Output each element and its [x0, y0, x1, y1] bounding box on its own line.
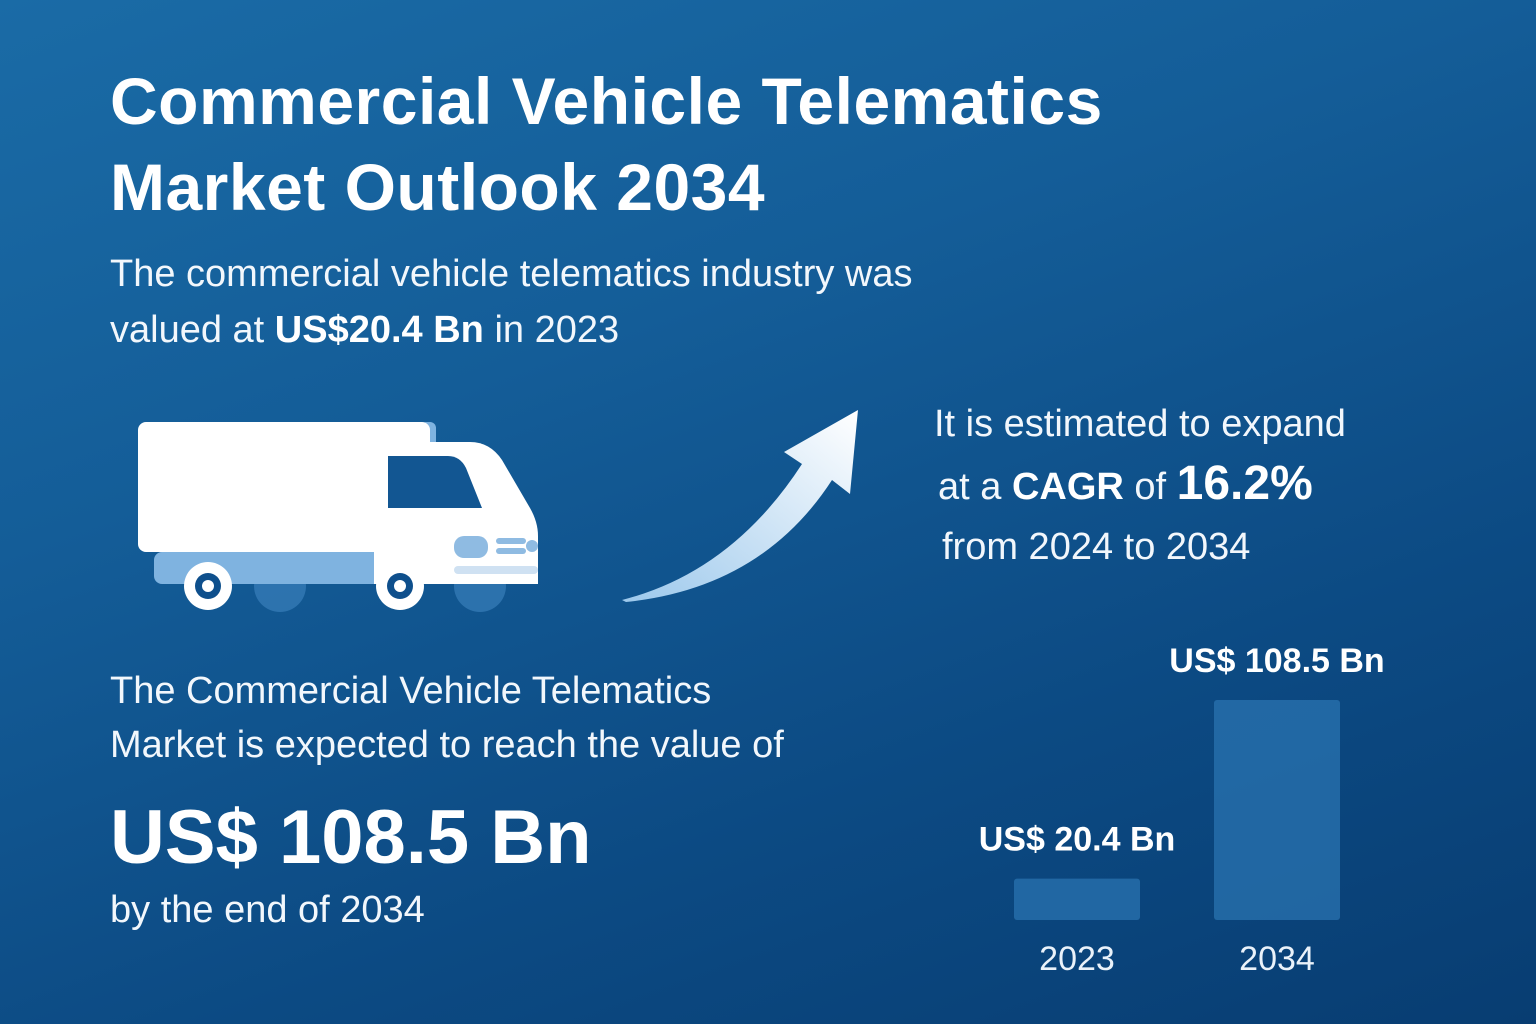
intro-line-1: The commercial vehicle telematics indust…	[110, 253, 913, 295]
cagr-pre: at a	[938, 466, 1012, 508]
title-line-1: Commercial Vehicle Telematics	[110, 64, 1103, 138]
bar-chart: US$ 20.4 Bn 2023 US$ 108.5 Bn 2034	[979, 642, 1385, 978]
title-line-2: Market Outlook 2034	[110, 150, 766, 224]
bar-2023	[1014, 878, 1140, 920]
data-label-2023: US$ 20.4 Bn	[979, 821, 1176, 859]
forecast-line-2: Market is expected to reach the value of	[110, 724, 784, 766]
cagr-line-2: at a CAGR of 16.2%	[934, 454, 1494, 517]
x-tick-2034: 2034	[1239, 940, 1315, 978]
intro-text: The commercial vehicle telematics indust…	[110, 246, 1210, 358]
forecast-text: The Commercial Vehicle Telematics Market…	[110, 664, 970, 772]
truck-icon	[138, 422, 538, 612]
intro-line-2: valued at US$20.4 Bn in 2023	[110, 302, 1210, 358]
forecast-line-1: The Commercial Vehicle Telematics	[110, 670, 712, 712]
bar-2034	[1214, 700, 1340, 920]
data-label-2034: US$ 108.5 Bn	[1169, 642, 1384, 680]
forecast-value: US$ 108.5 Bn	[110, 795, 592, 880]
growth-arrow-icon	[622, 410, 858, 602]
forecast-line-3: by the end of 2034	[110, 889, 425, 931]
cagr-label: CAGR	[1011, 466, 1124, 508]
cagr-line-1: It is estimated to expand	[934, 403, 1346, 445]
cagr-mid: of	[1123, 466, 1177, 508]
cagr-value: 16.2%	[1176, 457, 1313, 510]
x-tick-2023: 2023	[1039, 940, 1115, 978]
cagr-line-3: from 2024 to 2034	[942, 526, 1251, 568]
page-title: Commercial Vehicle Telematics Market Out…	[110, 58, 1410, 230]
intro-pre: valued at	[110, 309, 275, 351]
intro-post: in 2023	[483, 309, 620, 351]
cagr-text: It is estimated to expand at a CAGR of 1…	[934, 394, 1494, 577]
intro-value: US$20.4 Bn	[274, 309, 484, 351]
